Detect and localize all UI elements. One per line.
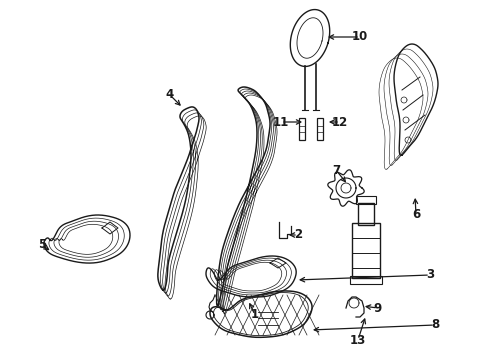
Text: 5: 5 <box>38 238 46 252</box>
Text: 12: 12 <box>331 116 347 129</box>
Bar <box>355 196 375 204</box>
Text: 8: 8 <box>430 319 438 332</box>
Bar <box>316 118 323 140</box>
Text: 4: 4 <box>165 89 174 102</box>
Text: 2: 2 <box>293 229 302 242</box>
Text: 10: 10 <box>351 31 367 44</box>
Text: 1: 1 <box>250 309 259 321</box>
Text: 7: 7 <box>331 163 339 176</box>
Bar <box>351 223 379 278</box>
Bar <box>298 118 305 140</box>
Text: 3: 3 <box>425 269 433 282</box>
Bar <box>349 276 381 284</box>
Bar <box>357 203 373 225</box>
Text: 13: 13 <box>349 333 366 346</box>
Text: 11: 11 <box>272 116 288 129</box>
Text: 9: 9 <box>373 302 381 315</box>
Text: 6: 6 <box>411 208 419 221</box>
